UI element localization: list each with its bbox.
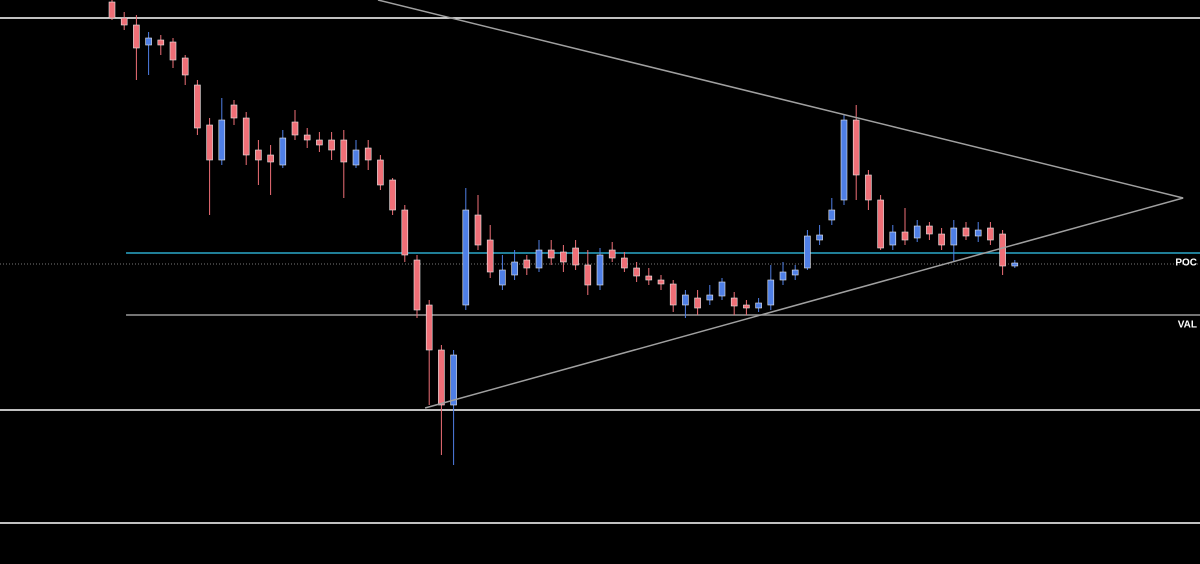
candle-body [547,249,555,259]
candle-body [682,294,689,306]
candle-body [560,251,567,263]
candle-body [486,239,494,273]
candle-body [755,302,762,309]
candle-body [157,39,165,46]
candle-body [218,119,226,161]
candle-body [133,24,140,49]
candle-body [877,199,884,249]
candle-body [828,209,836,221]
candle-body [340,139,348,163]
candle-body [901,231,909,241]
candle-body [926,225,933,235]
candle-body [206,124,213,161]
candle-body [108,1,116,19]
candle-body [816,234,823,241]
candle-body [169,41,177,61]
candle-body [291,121,299,136]
candle-body [950,227,958,246]
candle-body [791,269,799,276]
candle-body [852,119,860,176]
candle-body [596,254,604,286]
candle-body [669,283,677,306]
candle-body [328,139,335,151]
candle-body [584,264,592,286]
candle-body [865,174,872,201]
candle-body [987,227,994,241]
candle-body [450,354,457,406]
candle-body [999,233,1006,267]
candle-body [645,275,653,281]
candle-body [535,249,543,269]
candle-body [364,147,372,161]
trend-line [377,0,1184,199]
candle-body [779,271,787,281]
candle-body [718,281,726,297]
candle-body [377,159,384,186]
candle-body [608,249,616,259]
level-label: VAL [1178,320,1197,331]
candle-body [767,279,775,306]
candle-body [438,349,445,406]
candle-body [316,139,323,146]
candle-body [804,235,811,269]
candle-body [889,231,897,246]
candle-body [913,225,921,239]
candle-body [401,209,409,256]
candle-body [974,229,982,237]
candle-body [242,117,250,156]
candle-body [181,57,189,76]
candle-body [633,267,640,277]
candle-body [352,149,360,166]
candle-body [743,304,750,309]
candle-body [962,227,970,237]
candle-body [303,134,311,141]
candle-body [938,233,945,246]
candle-body [694,297,701,309]
candle-body [840,119,848,201]
candle-body [230,104,238,119]
candle-body [657,279,665,285]
candle-body [511,261,518,276]
candle-body [120,17,128,26]
candle-body [572,247,579,266]
candle-body [267,154,274,163]
candle-body [389,179,396,211]
candle-body [425,304,433,351]
candle-body [706,294,714,301]
candle-body [499,269,506,286]
candle-body [1011,262,1019,267]
candle-body [145,37,152,46]
candle-body [474,214,482,246]
candle-body [255,149,262,161]
candle-body [730,297,738,307]
candle-body [523,259,531,269]
candle-body [194,84,201,129]
candle-body [413,259,421,311]
trend-line [424,197,1184,409]
level-label: POC [1175,258,1197,269]
candle-body [279,137,287,166]
candle-body [462,209,470,306]
candle-body [621,257,628,269]
